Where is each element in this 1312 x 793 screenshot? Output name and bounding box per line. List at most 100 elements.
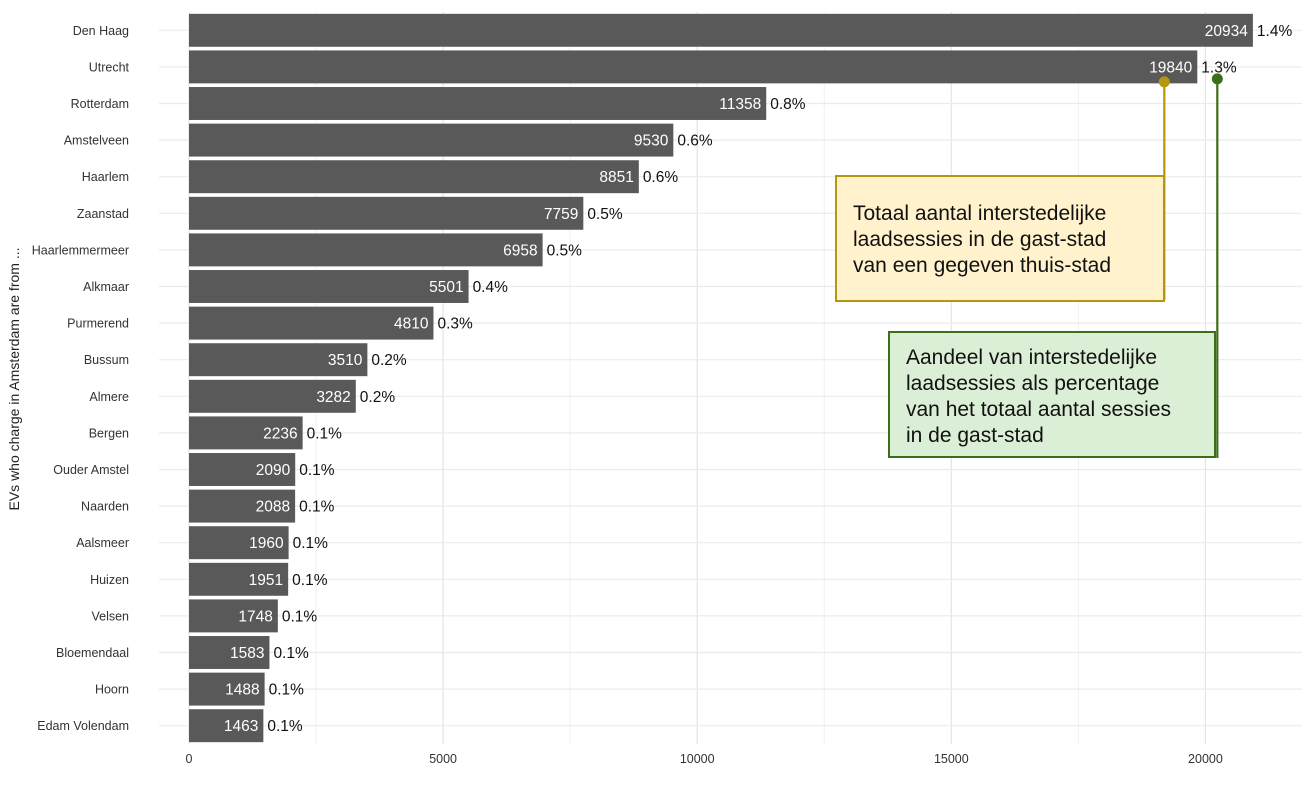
x-tick-label: 20000 [1188, 752, 1223, 766]
percent-label: 0.4% [473, 279, 509, 296]
value-label: 1583 [230, 645, 264, 662]
value-label: 9530 [634, 133, 669, 150]
value-label: 3510 [328, 352, 363, 369]
percent-label: 0.1% [293, 535, 329, 552]
connector-dot [1158, 76, 1170, 88]
category-label: Bergen [89, 426, 129, 440]
value-label: 1960 [249, 535, 284, 552]
x-tick-label: 0 [186, 752, 193, 766]
bar [189, 599, 278, 633]
value-label: 3282 [316, 389, 350, 406]
category-label: Hoorn [95, 683, 129, 697]
bar [189, 270, 469, 303]
category-label: Edam Volendam [37, 719, 129, 733]
bar [189, 233, 543, 267]
category-label: Amstelveen [64, 134, 129, 148]
annotation-line: laadsessies als percentage [906, 372, 1160, 395]
value-label: 1748 [238, 608, 272, 625]
x-tick-label: 5000 [429, 752, 457, 766]
percent-label: 0.1% [299, 462, 335, 479]
value-label: 2088 [256, 499, 290, 516]
category-label: Aalsmeer [76, 536, 129, 550]
x-tick-label: 15000 [934, 752, 969, 766]
category-label: Purmerend [67, 317, 129, 331]
percent-label: 0.1% [273, 645, 309, 662]
bar [189, 672, 265, 706]
bars [189, 13, 1253, 743]
value-labels: 20934 19840 11358 9530 8851 7759 6958 5501 4810 3… [224, 23, 1248, 735]
bar [189, 453, 296, 486]
bar [189, 160, 639, 194]
annotation-line: in de gast-stad [906, 424, 1044, 447]
annotation-share-percentage: Aandeel van interstedelijke laadsessies … [888, 331, 1216, 458]
value-label: 4810 [394, 316, 429, 333]
percent-label: 0.1% [267, 718, 303, 735]
percent-labels: 1.4% 1.3% 0.8% 0.6% 0.6% 0.5% 0.5% 0.4% 0.3% 0.2%… [267, 23, 1292, 735]
bar [189, 306, 434, 340]
value-label: 7759 [544, 206, 578, 223]
value-label: 1463 [224, 718, 258, 735]
category-label: Naarden [81, 500, 129, 514]
bar [189, 13, 1253, 47]
category-label: Rotterdam [71, 97, 129, 111]
bar [189, 489, 296, 523]
percent-label: 0.1% [292, 572, 328, 589]
bar [189, 709, 264, 743]
value-label: 1951 [249, 572, 283, 589]
percent-label: 0.1% [299, 499, 335, 516]
category-label: Bussum [84, 353, 129, 367]
annotation-line: Aandeel van interstedelijke [906, 346, 1157, 369]
value-label: 8851 [599, 169, 633, 186]
bar [189, 416, 303, 450]
bar [189, 562, 289, 596]
y-axis-label: EVs who charge in Amsterdam are from ... [6, 248, 22, 511]
percent-label: 0.1% [269, 682, 305, 699]
category-label: Velsen [91, 609, 129, 623]
bar [189, 87, 767, 120]
annotation-line: laadsessies in de gast-stad [853, 228, 1107, 251]
annotation-total-sessions: Totaal aantal interstedelijke laadsessie… [835, 175, 1165, 302]
annotation-line: van een gegeven thuis-stad [853, 254, 1112, 277]
x-tick-labels: 0 5000 10000 15000 20000 [186, 752, 1223, 766]
annotation-line: van het totaal aantal sessies [906, 398, 1172, 421]
category-label: Huizen [90, 573, 129, 587]
category-label: Ouder Amstel [53, 463, 129, 477]
bar [189, 343, 368, 377]
bar [189, 123, 674, 157]
percent-label: 0.6% [677, 133, 713, 150]
category-label: Bloemendaal [56, 646, 129, 660]
value-label: 2236 [263, 425, 297, 442]
category-label: Almere [89, 390, 129, 404]
category-label: Alkmaar [83, 280, 129, 294]
bar [189, 526, 289, 560]
value-label: 5501 [429, 279, 463, 296]
percent-label: 0.3% [437, 316, 473, 333]
percent-label: 1.4% [1257, 23, 1293, 40]
category-labels: Den Haag Utrecht Rotterdam Amstelveen Haarle… [32, 24, 130, 733]
percent-label: 0.5% [547, 242, 583, 259]
percent-label: 0.2% [371, 352, 407, 369]
connector-dot [1211, 73, 1223, 85]
percent-label: 0.5% [587, 206, 623, 223]
percent-label: 0.1% [282, 608, 318, 625]
value-label: 2090 [256, 462, 291, 479]
value-label: 6958 [503, 242, 537, 259]
value-label: 19840 [1149, 59, 1192, 76]
value-label: 1488 [225, 682, 259, 699]
percent-label: 0.6% [643, 169, 679, 186]
value-label: 20934 [1205, 23, 1248, 40]
category-label: Zaanstad [77, 207, 129, 221]
bar [189, 636, 270, 669]
value-label: 11358 [719, 96, 761, 113]
category-label: Utrecht [89, 60, 130, 74]
percent-label: 0.8% [770, 96, 806, 113]
category-label: Haarlem [82, 170, 129, 184]
percent-label: 0.1% [307, 425, 343, 442]
bar [189, 50, 1198, 84]
category-label: Haarlemmermeer [32, 243, 129, 257]
bar [189, 379, 356, 413]
annotation-line: Totaal aantal interstedelijke [853, 202, 1107, 225]
percent-label: 0.2% [360, 389, 396, 406]
percent-label: 1.3% [1201, 59, 1237, 76]
